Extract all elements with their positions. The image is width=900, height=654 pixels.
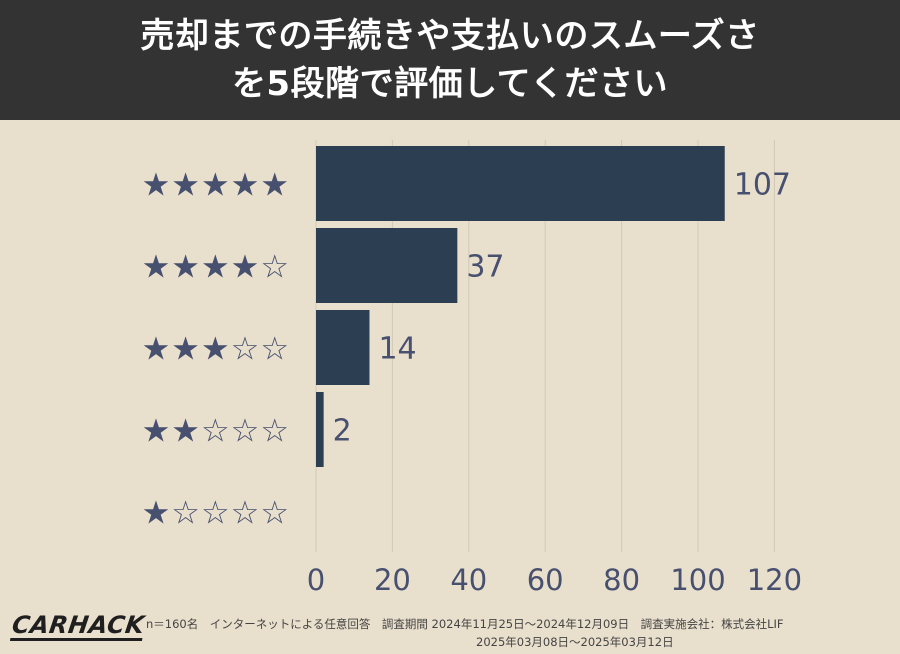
bar-2-stars: [316, 392, 324, 467]
data-label-5-stars: 107: [734, 168, 791, 203]
rating-bar-chart: ★★★★★ 107 ★★★★☆ 37 ★★★☆☆ 14 ★★☆☆☆ 2 ★☆☆☆☆ 0 20 40 60…: [142, 140, 802, 597]
survey-note-line-2: 2025年03月08日〜2025年03月12日: [476, 635, 674, 649]
title-line-2: を5段階で評価してください: [231, 64, 669, 104]
category-label-4-stars: ★★★★☆: [142, 248, 290, 286]
title-line-1: 売却までの手続きや支払いのスムーズさ: [140, 16, 760, 56]
x-tick-label-0: 0: [307, 563, 325, 597]
bar-3-stars: [316, 310, 370, 385]
category-label-2-stars: ★★☆☆☆: [142, 412, 290, 450]
category-label-5-stars: ★★★★★: [142, 166, 290, 204]
bar-4-stars: [316, 228, 458, 303]
carhack-logo: CARHACK: [9, 611, 147, 641]
header-banner: 売却までの手続きや支払いのスムーズさ を5段階で評価してください: [0, 0, 900, 120]
x-tick-label-60: 60: [527, 563, 564, 597]
x-tick-label-120: 120: [747, 563, 802, 597]
survey-note-line-1: n＝160名 インターネットによる任意回答 調査期間 2024年11月25日〜2…: [146, 617, 784, 631]
data-label-2-stars: 2: [333, 414, 352, 449]
x-tick-label-100: 100: [670, 563, 725, 597]
data-label-3-stars: 14: [378, 332, 416, 367]
x-tick-label-40: 40: [450, 563, 487, 597]
footer: CARHACK n＝160名 インターネットによる任意回答 調査期間 2024年…: [0, 600, 900, 654]
x-tick-label-20: 20: [374, 563, 411, 597]
category-label-1-stars: ★☆☆☆☆: [142, 494, 290, 532]
bar-5-stars: [316, 146, 725, 221]
data-label-4-stars: 37: [466, 250, 504, 285]
category-label-3-stars: ★★★☆☆: [142, 330, 290, 368]
x-tick-label-80: 80: [603, 563, 640, 597]
